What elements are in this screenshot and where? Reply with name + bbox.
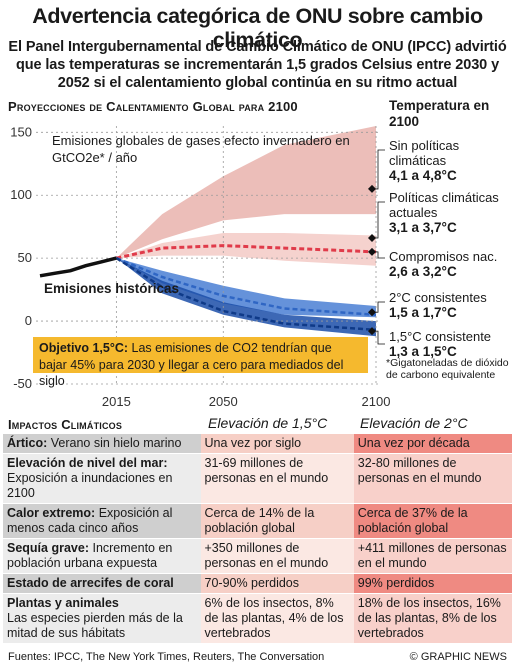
- page-subtitle: El Panel Intergubernamental de Cambio Cl…: [8, 39, 507, 91]
- value-1-5c: 6% de los insectos, 8% de las plantas, 4…: [200, 593, 354, 644]
- value-2c: 32-80 millones de personas en el mundo: [353, 453, 512, 504]
- objective-box: Objetivo 1,5°C: Las emisiones de CO2 ten…: [33, 337, 368, 388]
- value-1-5c: Una vez por siglo: [200, 434, 354, 454]
- objective-text: Las emisiones de CO2 tendrían que bajar …: [39, 341, 344, 388]
- line-pledges: [116, 244, 377, 260]
- impact-cell: Sequía grave: Incremento en población ur…: [3, 538, 201, 574]
- x-tick-label: 2015: [102, 394, 131, 409]
- value-2c: Cerca de 37% de la población global: [353, 503, 512, 539]
- credit: © GRAPHIC NEWS: [409, 651, 507, 663]
- table-row: Estado de arrecifes de coral 70-90% perd…: [3, 573, 512, 594]
- scenario-2c: 2°C consistentes 1,5 a 1,7°C: [389, 290, 513, 320]
- chart-heading: Proyecciones de Calentamiento Global par…: [8, 99, 298, 114]
- scenario-name: Sin políticas climáticas: [389, 138, 460, 168]
- column-header-1-5c: Elevación de 1,5°C: [208, 415, 328, 431]
- band-no-policy: [116, 126, 377, 259]
- scenario-range: 1,5 a 1,7°C: [389, 305, 457, 320]
- emissions-chart: 150 100 50 0 -50 2015 2050 2100: [10, 124, 391, 409]
- band-2c: [116, 258, 377, 318]
- pointer-marker: [368, 327, 376, 336]
- impact-cell: Calor extremo: Exposición al menos cada …: [3, 503, 201, 539]
- column-header-2c: Elevación de 2°C: [360, 415, 468, 431]
- y-tick-label: 100: [10, 187, 32, 202]
- band-current-policy: [116, 233, 377, 266]
- scenario-range: 2,6 a 3,2°C: [389, 264, 457, 279]
- table-row: Ártico: Verano sin hielo marino Una vez …: [3, 434, 512, 454]
- line-1-5c: [115, 257, 377, 332]
- impact-cell: Plantas y animales Las especies pierden m…: [3, 593, 201, 644]
- impacts-table: Ártico: Verano sin hielo marino Una vez …: [3, 434, 512, 644]
- y-tick-label: 150: [10, 124, 32, 139]
- impacts-heading: Impactos Climáticos: [8, 417, 123, 432]
- y-tick-label: 50: [18, 250, 32, 265]
- pointer-marker: [368, 234, 376, 243]
- value-2c: +411 millones de personas en el mundo: [353, 538, 512, 574]
- band-1-5c: [116, 258, 377, 337]
- scenario-no-policy: Sin políticas climáticas 4,1 a 4,8°C: [389, 138, 513, 183]
- scenario-range: 1,3 a 1,5°C: [389, 344, 457, 359]
- scenario-name: Políticas climáticas actuales: [389, 190, 499, 220]
- value-2c: 99% perdidos: [353, 573, 512, 594]
- value-1-5c: Cerca de 14% de la población global: [200, 503, 354, 539]
- value-1-5c: 31-69 millones de personas en el mundo: [200, 453, 354, 504]
- impact-cell: Elevación de nivel del mar: Exposición a…: [3, 453, 201, 504]
- scenario-pledges: Compromisos nac. 2,6 a 3,2°C: [389, 249, 513, 279]
- scenario-current-policy: Políticas climáticas actuales 3,1 a 3,7°…: [389, 190, 513, 235]
- impact-cell: Ártico: Verano sin hielo marino: [3, 434, 201, 454]
- temperature-heading: Temperatura en 2100: [389, 98, 490, 129]
- table-row: Plantas y animales Las especies pierden m…: [3, 593, 512, 644]
- y-tick-label: 0: [25, 313, 32, 328]
- scenario-range: 3,1 a 3,7°C: [389, 220, 457, 235]
- sources: Fuentes: IPCC, The New York Times, Reute…: [8, 651, 325, 663]
- pointer-marker: [368, 308, 376, 317]
- historical-emissions-label: Emisiones históricas: [44, 281, 180, 296]
- table-row: Sequía grave: Incremento en población ur…: [3, 538, 512, 574]
- value-2c: Una vez por década: [353, 434, 512, 454]
- value-2c: 18% de los insectos, 16% de las plantas,…: [353, 593, 512, 644]
- impact-cell: Estado de arrecifes de coral: [3, 573, 201, 594]
- line-2c: [115, 256, 377, 317]
- value-1-5c: 70-90% perdidos: [200, 573, 354, 594]
- scenario-range: 4,1 a 4,8°C: [389, 168, 457, 183]
- scenario-1-5c: 1,5°C consistente 1,3 a 1,5°C: [389, 329, 513, 359]
- scenario-name: 1,5°C consistente: [389, 329, 492, 344]
- emissions-label: Emisiones globales de gases efecto inver…: [52, 133, 350, 165]
- line-historical: [39, 256, 117, 278]
- table-row: Elevación de nivel del mar: Exposición a…: [3, 453, 512, 504]
- footnote: *Gigatoneladas de dióxido de carbono equ…: [386, 357, 509, 381]
- objective-label: Objetivo 1,5°C:: [39, 341, 129, 355]
- page-title: Advertencia categórica de ONU sobre camb…: [32, 4, 483, 52]
- scenario-name: Compromisos nac.: [389, 249, 498, 264]
- y-tick-label: -50: [13, 376, 32, 391]
- pointer-marker: [368, 184, 376, 193]
- pointer-marker: [368, 247, 376, 256]
- x-tick-label: 2050: [209, 394, 238, 409]
- table-row: Calor extremo: Exposición al menos cada …: [3, 503, 512, 539]
- x-tick-label: 2100: [362, 394, 391, 409]
- scenario-name: 2°C consistentes: [389, 290, 487, 305]
- value-1-5c: +350 millones de personas en el mundo: [200, 538, 354, 574]
